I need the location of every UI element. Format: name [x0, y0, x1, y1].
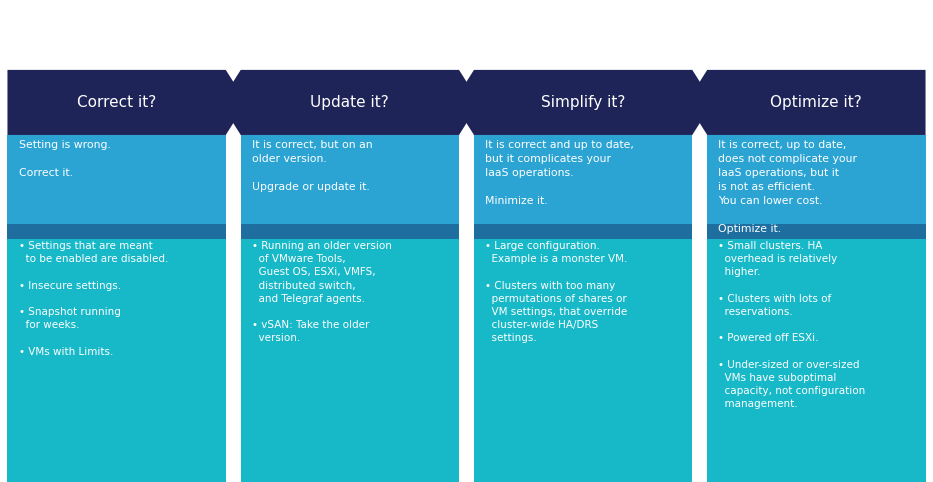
Bar: [241, 224, 459, 239]
Text: Correct it?: Correct it?: [77, 95, 156, 110]
Bar: [7, 239, 226, 482]
Bar: [474, 239, 692, 482]
Bar: [241, 135, 459, 224]
Bar: [241, 239, 459, 482]
Bar: [474, 135, 692, 224]
Polygon shape: [7, 70, 246, 135]
Text: • Large configuration.
  Example is a monster VM.

• Clusters with too many
  pe: • Large configuration. Example is a mons…: [485, 241, 628, 343]
Polygon shape: [220, 70, 480, 135]
Text: It is correct and up to date,
but it complicates your
IaaS operations.

Minimize: It is correct and up to date, but it com…: [485, 140, 634, 206]
Text: • Small clusters. HA
  overhead is relatively
  higher.

• Clusters with lots of: • Small clusters. HA overhead is relativ…: [718, 241, 866, 409]
Bar: [707, 135, 926, 224]
Text: • Running an older version
  of VMware Tools,
  Guest OS, ESXi, VMFS,
  distribu: • Running an older version of VMware Too…: [252, 241, 392, 343]
Text: Optimize it?: Optimize it?: [771, 95, 862, 110]
Text: • Settings that are meant
  to be enabled are disabled.

• Insecure settings.

•: • Settings that are meant to be enabled …: [19, 241, 168, 357]
Text: Simplify it?: Simplify it?: [541, 95, 625, 110]
Text: It is correct, but on an
older version.

Upgrade or update it.: It is correct, but on an older version. …: [252, 140, 372, 192]
Text: Update it?: Update it?: [311, 95, 389, 110]
Bar: [7, 135, 226, 224]
Bar: [707, 239, 926, 482]
Polygon shape: [453, 70, 713, 135]
Bar: [7, 224, 226, 239]
Bar: [707, 224, 926, 239]
Bar: [474, 224, 692, 239]
Text: It is correct, up to date,
does not complicate your
IaaS operations, but it
is n: It is correct, up to date, does not comp…: [718, 140, 857, 234]
Polygon shape: [687, 70, 926, 135]
Text: Setting is wrong.

Correct it.: Setting is wrong. Correct it.: [19, 140, 110, 178]
